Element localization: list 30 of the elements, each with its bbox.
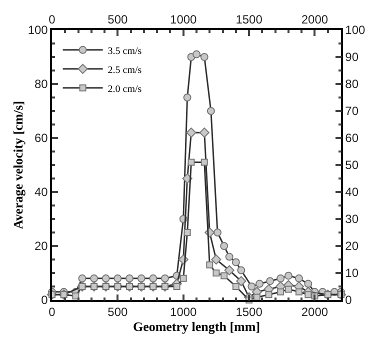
y2-tick-label: 70 bbox=[345, 104, 359, 118]
x-tick-label: 1000 bbox=[170, 12, 198, 26]
y2-tick-label: 60 bbox=[345, 131, 359, 146]
x2-tick-label: 1000 bbox=[170, 305, 198, 320]
x-tick-label: 500 bbox=[108, 12, 128, 26]
y-tick-label: 80 bbox=[34, 77, 48, 92]
y2-tick-label: 50 bbox=[345, 158, 359, 172]
x2-tick-label: 2000 bbox=[301, 305, 328, 320]
x2-tick-label: 500 bbox=[108, 305, 128, 320]
y2-tick-label: 10 bbox=[345, 266, 359, 280]
y2-tick-label: 90 bbox=[345, 50, 359, 64]
y2-tick-label: 80 bbox=[345, 77, 359, 92]
y-tick-label: 40 bbox=[34, 185, 48, 200]
legend-label: 2.0 cm/s bbox=[108, 84, 142, 95]
y2-tick-label: 40 bbox=[345, 185, 359, 200]
y2-tick-label: 20 bbox=[345, 239, 359, 254]
x-axis-title: Geometry length [mm] bbox=[132, 319, 260, 334]
y2-tick-label: 0 bbox=[345, 293, 352, 308]
y-axis-title: Average velocity [cm/s] bbox=[10, 100, 26, 230]
y-tick-label: 20 bbox=[34, 239, 48, 254]
x-tick-label: 1500 bbox=[236, 12, 263, 26]
y-tick-label: 60 bbox=[34, 131, 48, 146]
x2-tick-label: 1500 bbox=[236, 305, 263, 320]
legend-label: 2.5 cm/s bbox=[108, 64, 142, 76]
legend-label: 3.5 cm/s bbox=[108, 46, 142, 57]
y2-tick-label: 100 bbox=[345, 23, 366, 38]
x-tick-label: 2000 bbox=[301, 12, 328, 26]
y-tick-label: 100 bbox=[28, 23, 48, 38]
y-tick-label: 0 bbox=[41, 293, 48, 308]
y2-tick-label: 30 bbox=[345, 212, 359, 226]
